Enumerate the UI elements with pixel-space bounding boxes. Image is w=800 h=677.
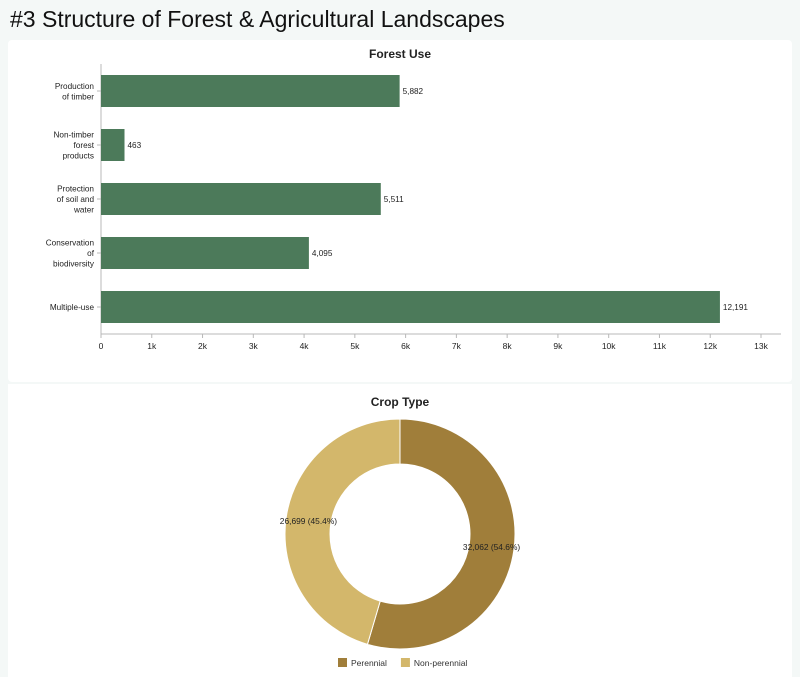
x-tick-label: 4k <box>300 341 310 351</box>
x-tick-label: 3k <box>249 341 259 351</box>
bar[interactable] <box>101 183 381 215</box>
legend-label[interactable]: Perennial <box>351 658 387 668</box>
forest-use-chart-panel: Forest Use 5,882 Production of timber 463 No… <box>8 40 792 382</box>
x-tick-label: 7k <box>452 341 462 351</box>
category-label: Production of timber <box>55 82 95 102</box>
x-tick-label: 13k <box>754 341 768 351</box>
donut-slice[interactable] <box>366 418 516 650</box>
legend-swatch <box>400 658 410 667</box>
x-tick-label: 8k <box>503 341 513 351</box>
slice-label: 26,699 (45.4%) <box>280 516 337 526</box>
x-tick-label: 0 <box>99 341 104 351</box>
legend-swatch <box>338 658 347 667</box>
x-tick-label: 11k <box>653 341 667 351</box>
x-tick-label: 6k <box>401 341 411 351</box>
page-title: #3 Structure of Forest & Agricultural La… <box>10 6 505 32</box>
x-tick-label: 10k <box>602 341 616 351</box>
bar-value-label: 12,191 <box>723 303 748 312</box>
x-tick-label: 5k <box>350 341 360 351</box>
bar[interactable] <box>101 291 720 323</box>
bar[interactable] <box>101 129 125 161</box>
crop-type-chart: Crop Type 32,062 (54.6%) 26,699 (45.4%) Pe… <box>280 395 521 668</box>
forest-use-chart-title: Forest Use <box>369 47 431 61</box>
legend-label[interactable]: Non-perennial <box>414 658 468 668</box>
category-label: Non-timber forest products <box>54 131 95 161</box>
category-label: Protection of soil and water <box>57 185 95 215</box>
crop-type-chart-panel: Crop Type 32,062 (54.6%) 26,699 (45.4%) Pe… <box>8 384 792 677</box>
bar-value-label: 463 <box>128 141 142 150</box>
x-tick-label: 2k <box>198 341 208 351</box>
category-label: Multiple-use <box>50 303 95 312</box>
donut-slice[interactable] <box>284 418 401 645</box>
category-label: Conservation of biodiversity <box>46 239 95 269</box>
forest-use-chart: Forest Use 5,882 Production of timber 463 No… <box>46 47 781 351</box>
bar-value-label: 5,882 <box>403 87 424 96</box>
x-tick-label: 12k <box>703 341 717 351</box>
x-tick-label: 1k <box>147 341 157 351</box>
bar[interactable] <box>101 75 400 107</box>
bar-value-label: 4,095 <box>312 249 333 258</box>
crop-type-chart-title: Crop Type <box>371 395 430 409</box>
bar-value-label: 5,511 <box>384 195 404 204</box>
bar[interactable] <box>101 237 309 269</box>
x-tick-label: 9k <box>553 341 563 351</box>
slice-label: 32,062 (54.6%) <box>463 542 520 552</box>
